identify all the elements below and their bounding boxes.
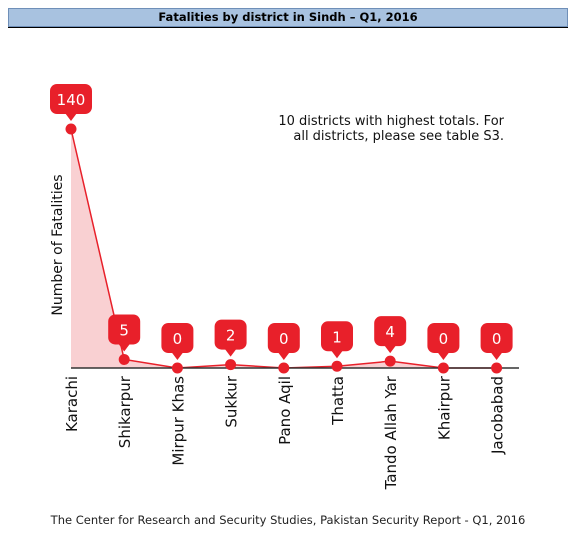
- data-label: 5: [119, 321, 129, 339]
- callout-pointer: [437, 352, 450, 360]
- callout-bubble: [374, 316, 407, 347]
- callout-bubble: [214, 319, 247, 350]
- data-label-callout: 140: [50, 84, 92, 121]
- callout-bubble: [267, 323, 300, 353]
- data-label-callout: 2: [214, 319, 247, 357]
- data-point: [491, 362, 503, 374]
- chart-title-bar: Fatalities by district in Sindh – Q1, 20…: [8, 8, 568, 27]
- callout-bubble: [50, 84, 92, 114]
- data-point: [437, 362, 449, 374]
- callout-bubble: [427, 323, 460, 353]
- data-point: [118, 353, 130, 365]
- chart-note-line-2: all districts, please see table S3.: [293, 129, 504, 144]
- data-label-callout: 0: [267, 323, 300, 360]
- x-tick-label: Mirpur Khas: [169, 376, 187, 466]
- chart-title: Fatalities by district in Sindh – Q1, 20…: [158, 10, 418, 24]
- data-label: 1: [332, 328, 342, 346]
- point-layer: [65, 123, 503, 374]
- callout-pointer: [171, 352, 184, 360]
- data-point: [278, 362, 290, 374]
- x-tick-label: Thatta: [329, 376, 347, 426]
- callout-pointer: [65, 113, 77, 121]
- data-label: 4: [385, 323, 395, 341]
- callout-pointer: [277, 352, 290, 360]
- data-label: 0: [439, 330, 449, 348]
- source-footer: The Center for Research and Security Stu…: [50, 513, 526, 527]
- title-underline: [8, 27, 568, 28]
- callout-pointer: [224, 348, 237, 357]
- data-point: [65, 123, 77, 135]
- data-label: 140: [57, 91, 86, 109]
- callout-pointer: [118, 343, 131, 352]
- data-label-callout: 4: [374, 316, 407, 354]
- callout-pointer: [490, 352, 503, 360]
- data-label-callout: 0: [161, 323, 194, 360]
- x-tick-label: Karachi: [63, 376, 81, 432]
- data-label-callout: 0: [427, 323, 460, 360]
- callout-bubble: [321, 321, 353, 352]
- callout-bubble: [161, 323, 194, 353]
- x-tick-label: Pano Aqil: [276, 376, 294, 445]
- data-label: 2: [226, 327, 236, 345]
- callout-bubble: [108, 314, 141, 345]
- x-tick-label: Khairpur: [435, 375, 453, 440]
- data-label: 0: [279, 330, 289, 348]
- data-point: [384, 355, 396, 367]
- callout-pointer: [331, 350, 343, 359]
- tick-label-layer: Karachi Shikarpur Mirpur Khas Sukkur Pano Aq…: [63, 375, 507, 490]
- x-tick-label: Tando Allah Yar: [382, 375, 400, 490]
- callout-pointer: [384, 345, 397, 354]
- callout-bubble: [480, 323, 513, 353]
- data-point: [225, 359, 237, 371]
- data-label: 0: [173, 330, 183, 348]
- data-label-callout: 0: [480, 323, 513, 360]
- data-label: 0: [492, 330, 502, 348]
- data-label-callout: 5: [108, 314, 141, 352]
- data-point: [171, 362, 183, 374]
- chart-note-line-1: 10 districts with highest totals. For: [278, 114, 504, 129]
- data-point: [331, 360, 343, 372]
- y-axis-label: Number of Fatalities: [50, 174, 66, 315]
- x-tick-label: Shikarpur: [116, 375, 134, 448]
- data-label-callout: 1: [321, 321, 353, 359]
- x-tick-label: Jacobabad: [489, 376, 507, 455]
- x-tick-label: Sukkur: [223, 375, 241, 427]
